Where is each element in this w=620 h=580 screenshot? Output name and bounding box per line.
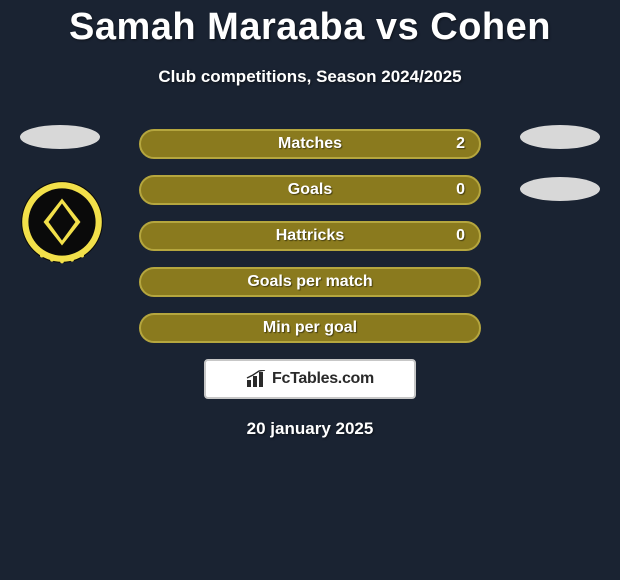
stat-row: Matches 2 xyxy=(139,129,481,159)
source-logo[interactable]: FcTables.com xyxy=(204,359,416,399)
stat-label: Goals xyxy=(288,181,332,199)
comparison-card: Samah Maraaba vs Cohen Club competitions… xyxy=(0,0,620,439)
stat-row: Min per goal xyxy=(139,313,481,343)
date-label: 20 january 2025 xyxy=(0,419,620,439)
player-left-placeholder xyxy=(20,125,100,149)
stat-row: Goals per match xyxy=(139,267,481,297)
chart-icon xyxy=(246,370,268,388)
stat-value: 0 xyxy=(456,181,465,199)
source-logo-inner: FcTables.com xyxy=(246,370,374,388)
stat-label: Hattricks xyxy=(276,227,344,245)
stat-row: Goals 0 xyxy=(139,175,481,205)
page-subtitle: Club competitions, Season 2024/2025 xyxy=(0,67,620,87)
page-title: Samah Maraaba vs Cohen xyxy=(0,0,620,49)
club-badge-icon xyxy=(20,180,104,264)
stat-label: Min per goal xyxy=(263,319,357,337)
stat-label: Goals per match xyxy=(247,273,372,291)
source-logo-text: FcTables.com xyxy=(272,370,374,388)
stat-row: Hattricks 0 xyxy=(139,221,481,251)
stat-value: 0 xyxy=(456,227,465,245)
stats-list: Matches 2 Goals 0 Hattricks 0 Goals per … xyxy=(139,129,481,343)
player-right-placeholder-1 xyxy=(520,125,600,149)
stat-label: Matches xyxy=(278,135,342,153)
player-right-placeholder-2 xyxy=(520,177,600,201)
stat-value: 2 xyxy=(456,135,465,153)
